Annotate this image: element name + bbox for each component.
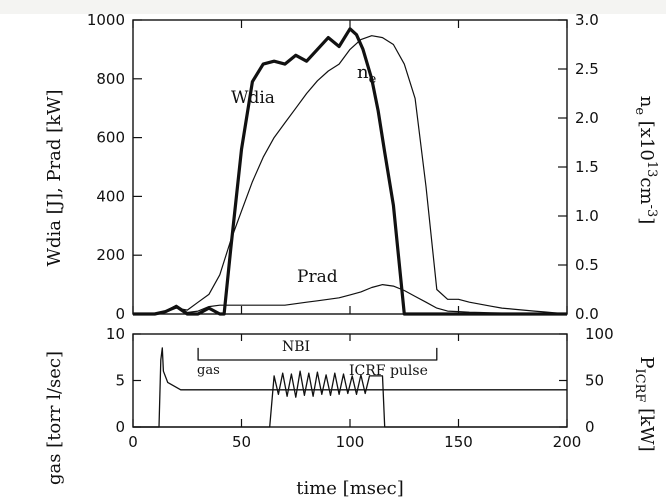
annotation-icrf-pulse: ICRF pulse — [349, 363, 428, 379]
lower-left-axis-title: gas [torr l/sec] — [44, 351, 65, 485]
annotation-ne: ne — [357, 62, 377, 87]
lower-right-axis-title: PICRF [kW] — [632, 356, 657, 451]
x-tick-label: 150 — [444, 433, 473, 451]
annotation-nbi: NBI — [282, 339, 310, 355]
upper-right-tick-label: 1.0 — [575, 207, 599, 225]
annotation-prad: Prad — [297, 267, 338, 287]
x-tick-label: 200 — [553, 433, 582, 451]
upper-plot-axes — [132, 19, 568, 315]
upper-left-tick-label: 1000 — [87, 11, 125, 29]
upper-right-tick-label: 1.5 — [575, 158, 599, 176]
upper-right-tick-label: 0.0 — [575, 305, 599, 323]
scanned-page-text-band — [0, 0, 666, 14]
upper-right-tick-label: 2.0 — [575, 109, 599, 127]
lower-left-tick-label: 5 — [115, 372, 125, 390]
lower-right-tick-label: 100 — [585, 325, 614, 343]
lower-right-tick-label: 0 — [585, 418, 595, 436]
upper-left-tick-label: 600 — [96, 129, 125, 147]
figure-labels: 020040060080010000.00.51.01.52.02.53.0Wd… — [44, 11, 659, 499]
x-tick-label: 50 — [232, 433, 251, 451]
upper-left-tick-label: 200 — [96, 246, 125, 264]
series-line-wdia — [133, 27, 567, 316]
upper-plot-frame — [132, 19, 568, 315]
lower-left-tick-label: 0 — [115, 418, 125, 436]
upper-right-axis-title: ne [x1013cm-3] — [632, 96, 659, 225]
upper-plot-series — [133, 27, 568, 316]
lower-plot-series — [133, 347, 567, 428]
upper-right-tick-label: 0.5 — [575, 256, 599, 274]
x-tick-label: 0 — [128, 433, 138, 451]
series-line-nbi — [197, 347, 438, 361]
upper-right-tick-label: 2.5 — [575, 60, 599, 78]
series-line-prad — [133, 284, 567, 315]
annotation-wdia: Wdia — [231, 88, 275, 108]
annotation-gas: gas — [197, 363, 220, 378]
series-line-ne — [133, 35, 568, 315]
lower-left-tick-label: 10 — [106, 325, 125, 343]
series-line-icrf-pulse — [133, 370, 567, 428]
upper-left-tick-label: 800 — [96, 70, 125, 88]
x-tick-label: 100 — [336, 433, 365, 451]
upper-left-axis-title: Wdia [J], Prad [kW] — [44, 89, 65, 266]
lower-right-tick-label: 50 — [585, 372, 604, 390]
upper-left-tick-label: 400 — [96, 187, 125, 205]
x-axis-title: time [msec] — [296, 478, 404, 499]
upper-right-tick-label: 3.0 — [575, 11, 599, 29]
series-line-gas — [133, 347, 567, 428]
upper-left-tick-label: 0 — [115, 305, 125, 323]
